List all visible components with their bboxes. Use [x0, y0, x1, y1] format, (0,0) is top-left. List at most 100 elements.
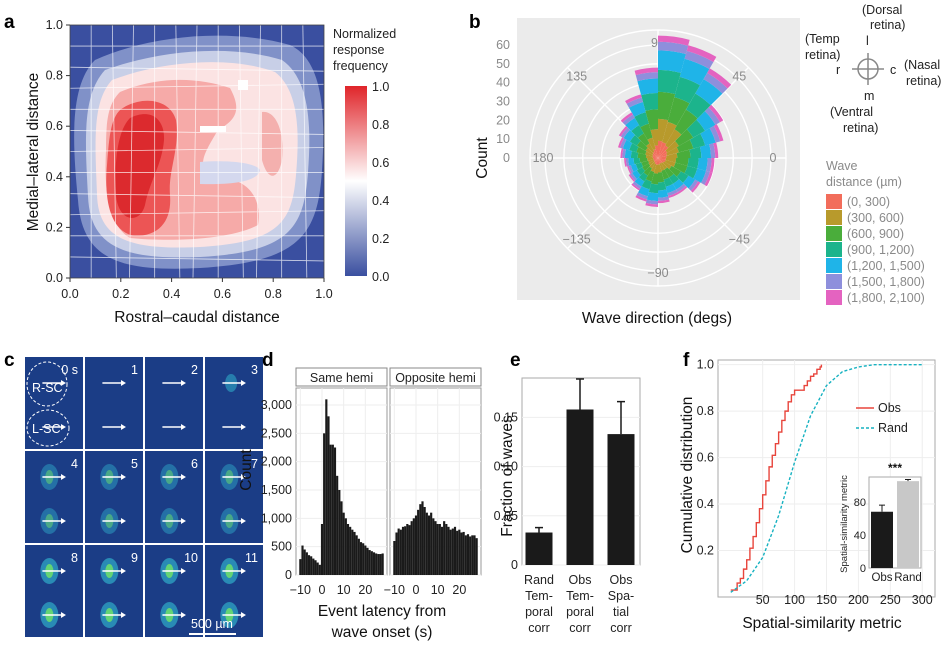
rose-wedge — [686, 45, 717, 62]
panel-a-contour-plot — [69, 24, 325, 279]
category-label: corr — [528, 621, 550, 635]
rose-wedge — [669, 165, 681, 177]
panel-e-ylabel: Fraction of waves — [499, 415, 516, 537]
panel-a-xtick-label: 0.0 — [61, 287, 78, 301]
rose-wedge — [634, 112, 649, 128]
legend-swatch — [826, 194, 842, 209]
histogram-bar — [303, 549, 306, 575]
histogram-bar — [338, 490, 341, 575]
inset-bar — [871, 511, 893, 568]
panel-e-ytick-label: 0.15 — [494, 410, 518, 424]
rose-wedge — [630, 150, 639, 158]
histogram-bar — [366, 547, 369, 575]
legend-title-2: distance (µm) — [826, 175, 902, 189]
rose-wedge — [665, 183, 677, 194]
histogram-bar — [336, 475, 339, 575]
histogram-bar — [423, 507, 426, 575]
histogram-bar — [305, 552, 308, 575]
cdf-line-obs — [730, 364, 823, 591]
time-label: 1 — [131, 363, 138, 377]
rose-wedge — [656, 158, 658, 165]
rose-wedge — [651, 173, 658, 185]
rose-wedge — [653, 158, 658, 162]
inset-ylabel: Spatial-similarity metric — [839, 475, 850, 573]
panel-c-image-grid: 0 s 1 2 3 4 5 6 7 8 9 10 11 R-SC L-SC 500 µm — [25, 357, 263, 637]
panel-a-ytick-label: 0.6 — [46, 119, 63, 133]
histogram-bar — [357, 538, 360, 575]
category-label: poral — [566, 605, 594, 619]
category-label: Obs — [569, 573, 592, 587]
rose-wedge — [685, 93, 711, 119]
rose-wedge — [658, 158, 660, 165]
rose-wedge — [645, 147, 654, 155]
histogram-bar — [316, 562, 319, 575]
panel-a-xtick-label: 0.6 — [214, 287, 231, 301]
colorbar-tick-label: 1.0 — [372, 80, 389, 94]
rose-wedge — [627, 165, 632, 174]
panel-a-ytick-label: 1.0 — [46, 18, 63, 32]
region-outline-l-sc — [26, 409, 70, 447]
category-label: corr — [569, 621, 591, 635]
panel-d-xtick-label: 0 — [319, 583, 326, 597]
legend-label: (1,500, 1,800) — [847, 275, 925, 289]
histogram-bar — [329, 444, 332, 575]
rose-wedge — [622, 114, 635, 126]
rose-wedge — [664, 167, 674, 178]
inset-ytick-label: 80 — [854, 497, 866, 509]
rose-wedge — [666, 147, 679, 156]
polar-angle-label: 180 — [533, 151, 554, 165]
panel-a-ytick-label: 0.2 — [46, 220, 63, 234]
category-label: poral — [525, 605, 553, 619]
rose-wedge — [660, 162, 668, 170]
histogram-bar — [417, 509, 420, 575]
rose-wedge — [695, 79, 723, 106]
histogram-bar — [368, 550, 371, 575]
panel-d-xtick-label: 20 — [452, 583, 466, 597]
histogram-bar — [475, 538, 478, 575]
rose-wedge — [690, 181, 701, 193]
panel-b-xlabel: Wave direction (degs) — [582, 310, 732, 327]
histogram-bar — [381, 553, 384, 575]
panel-f-xtick-label: 150 — [816, 593, 837, 607]
histogram-bar — [432, 518, 435, 575]
compass-dorsal-1: (Dorsal — [862, 3, 902, 17]
histogram-bar — [310, 556, 313, 575]
wave-arrow-head — [60, 474, 66, 480]
histogram-bar — [359, 542, 363, 575]
rose-wedge — [648, 159, 655, 164]
panel-d-xtick-label: 0 — [413, 583, 420, 597]
rose-wedge — [703, 72, 728, 94]
rose-wedge — [635, 72, 658, 82]
wave-arrow-head — [240, 474, 246, 480]
compass-temp-2: retina) — [805, 48, 840, 62]
scale-label: 500 µm — [191, 617, 233, 631]
contour-right-lobe — [262, 111, 283, 176]
wave-arrow-head — [180, 612, 186, 618]
compass-nasal-2: retina) — [906, 74, 941, 88]
panel-letter-a: a — [4, 12, 15, 33]
region-outline-r-sc — [26, 361, 68, 407]
rose-wedge — [700, 128, 716, 146]
rose-wedge — [641, 179, 652, 190]
legend-swatch — [826, 210, 842, 225]
wave-arrow-head — [240, 612, 246, 618]
rose-wedge — [637, 133, 650, 147]
rose-wedge — [654, 145, 658, 158]
rose-wedge — [675, 129, 694, 146]
panel-letter-c: c — [4, 350, 15, 371]
histogram-bar — [397, 528, 400, 575]
rose-wedge — [669, 173, 680, 184]
polar-radial-tick: 10 — [496, 132, 510, 146]
rose-wedge — [652, 153, 658, 158]
rose-wedge — [658, 145, 669, 158]
colorbar-title-3: frequency — [333, 59, 389, 73]
histogram-bar — [372, 552, 376, 575]
rose-wedge — [658, 69, 681, 95]
rose-wedge — [658, 158, 666, 161]
rose-wedge — [649, 161, 656, 169]
compass-ventral-2: retina) — [843, 121, 878, 135]
rose-wedge — [704, 171, 713, 187]
